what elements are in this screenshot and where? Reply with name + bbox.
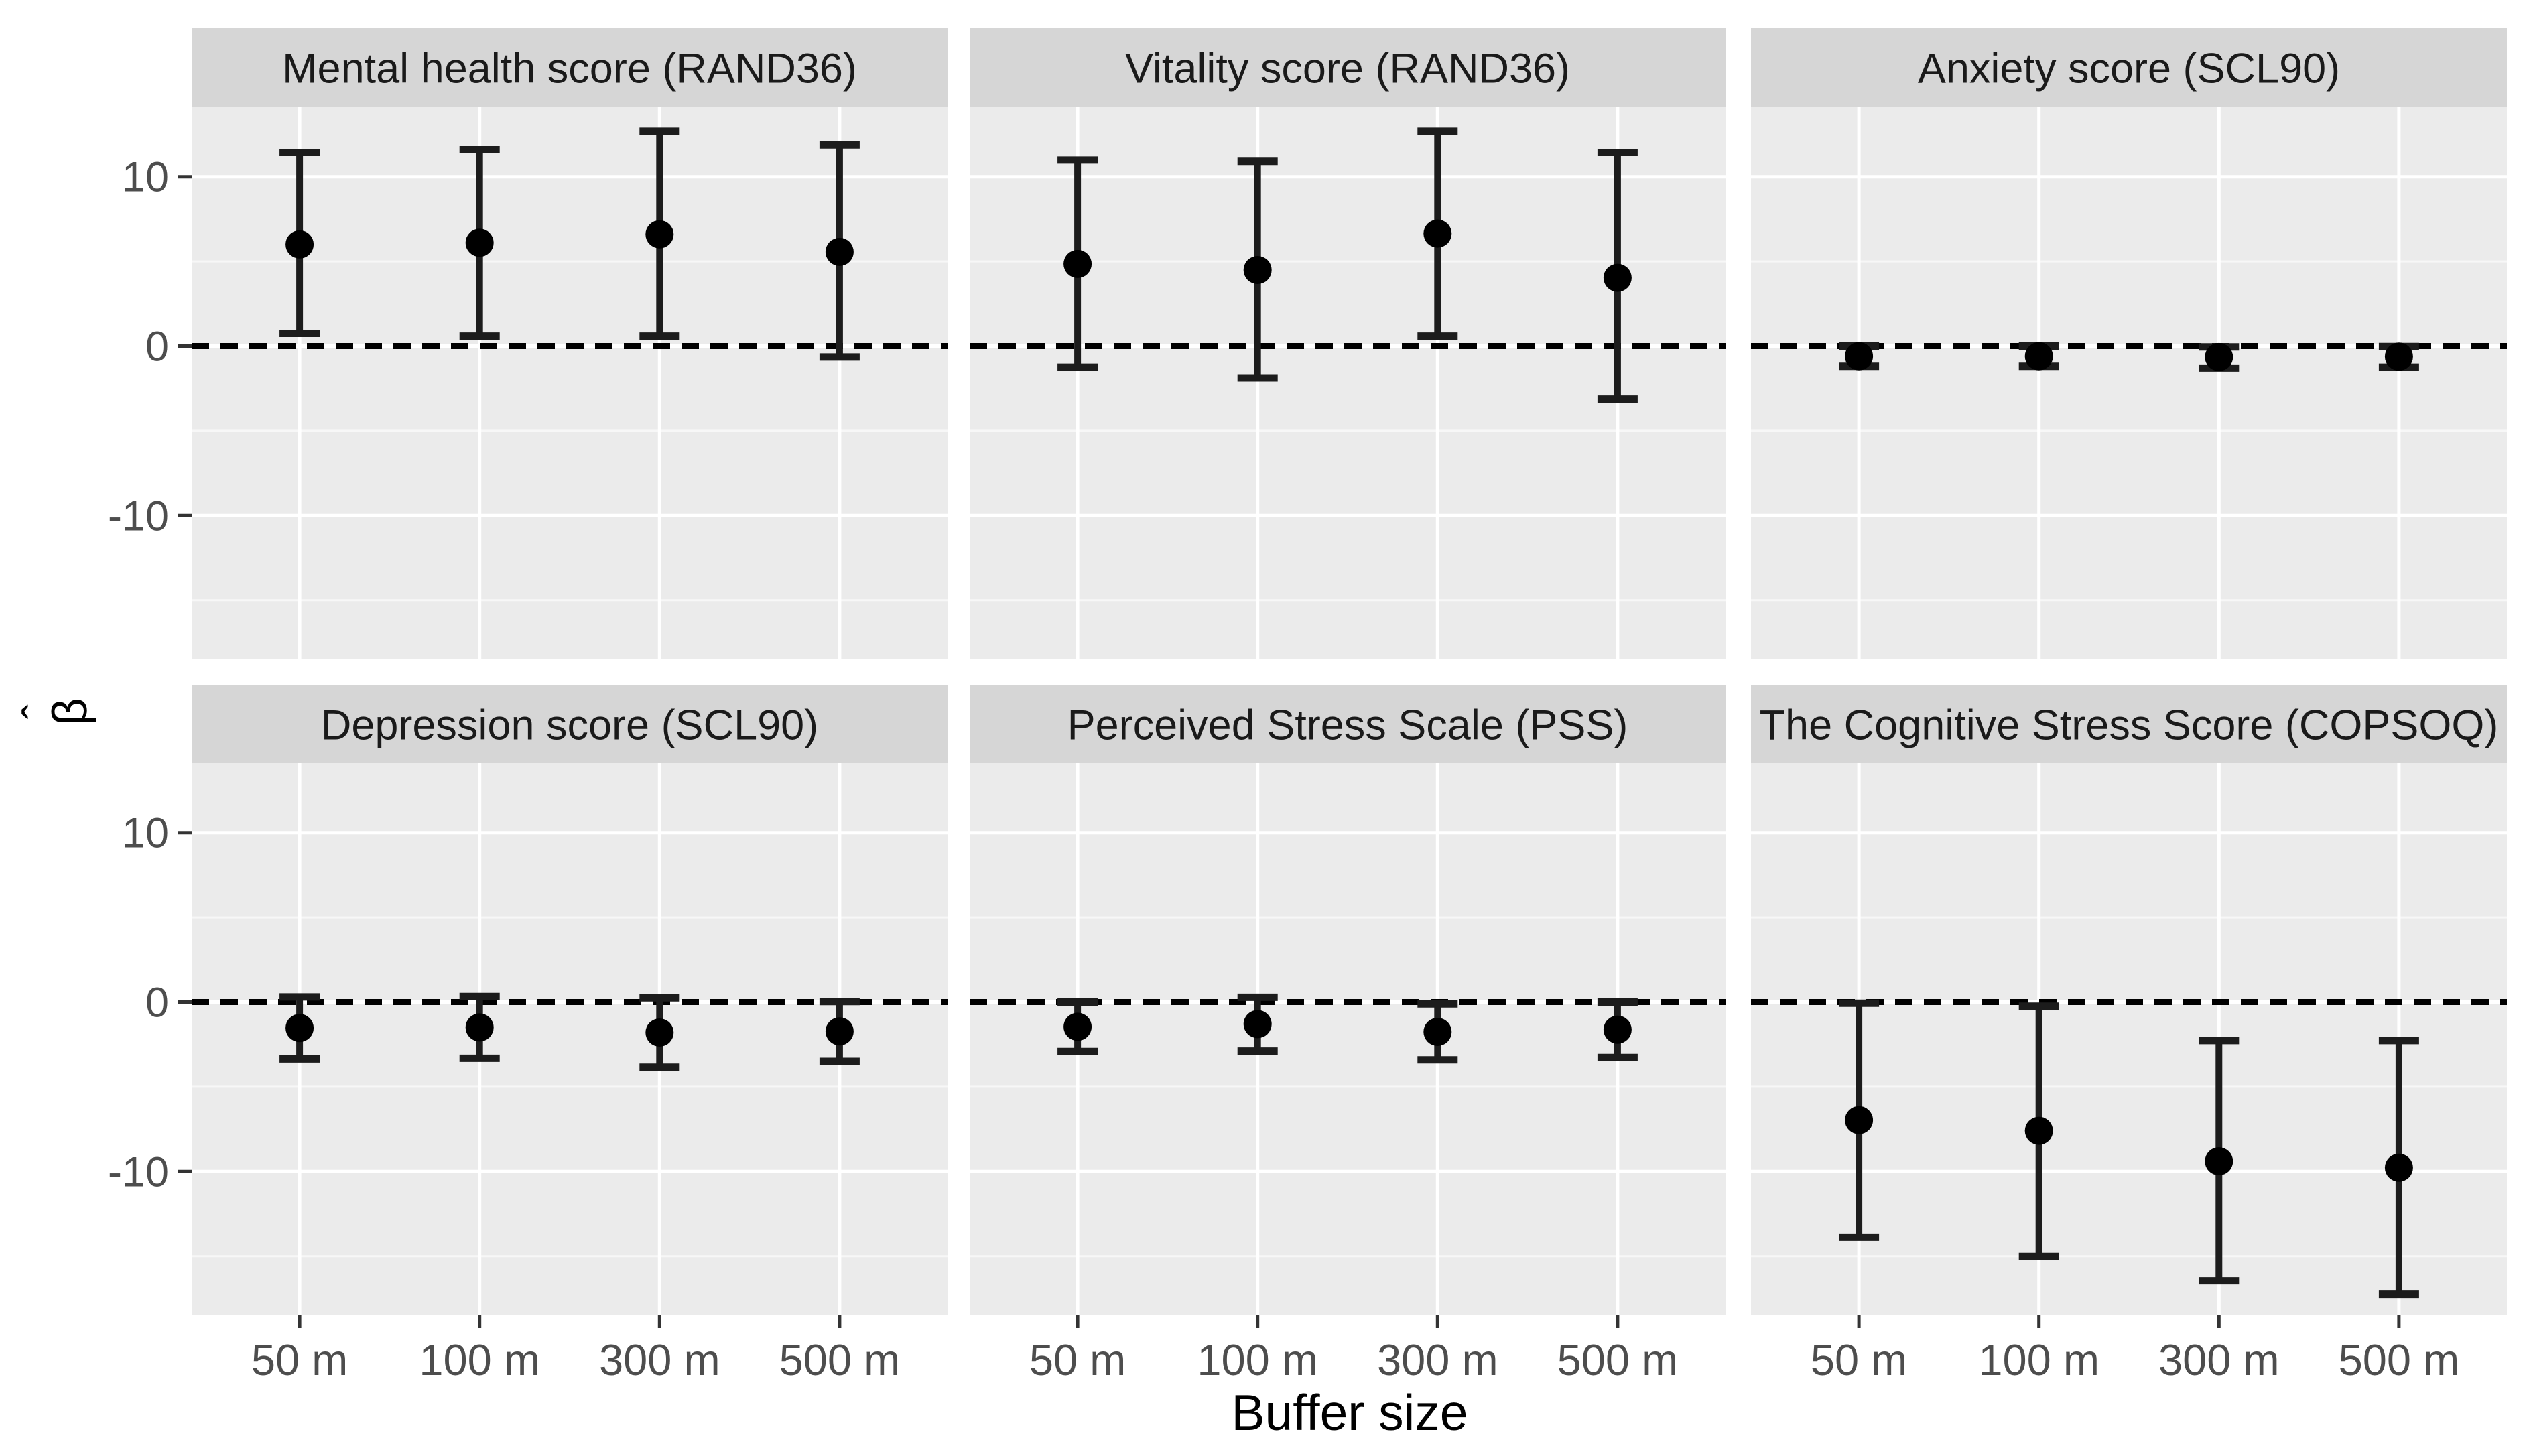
svg-text:50 m: 50 m	[1029, 1335, 1126, 1384]
svg-text:300 m: 300 m	[1377, 1335, 1498, 1384]
svg-text:Buffer size: Buffer size	[1232, 1384, 1468, 1441]
svg-text:300 m: 300 m	[2158, 1335, 2280, 1384]
svg-text:Perceived Stress Scale (PSS): Perceived Stress Scale (PSS)	[1067, 702, 1628, 749]
svg-text:Vitality score (RAND36): Vitality score (RAND36)	[1125, 46, 1570, 92]
svg-text:The Cognitive Stress Score (CO: The Cognitive Stress Score (COPSOQ)	[1760, 702, 2499, 749]
svg-text:50 m: 50 m	[251, 1335, 348, 1384]
svg-text:500 m: 500 m	[2339, 1335, 2460, 1384]
svg-text:50 m: 50 m	[1811, 1335, 1908, 1384]
svg-text:-10: -10	[108, 1148, 169, 1195]
svg-text:300 m: 300 m	[599, 1335, 720, 1384]
svg-text:β: β	[44, 698, 97, 725]
svg-text:-10: -10	[108, 492, 169, 539]
svg-text:100 m: 100 m	[419, 1335, 540, 1384]
svg-text:100 m: 100 m	[1197, 1335, 1318, 1384]
svg-text:Anxiety score (SCL90): Anxiety score (SCL90)	[1918, 46, 2340, 92]
svg-text:100 m: 100 m	[1978, 1335, 2099, 1384]
svg-text:Depression score (SCL90): Depression score (SCL90)	[321, 702, 818, 749]
svg-text:10: 10	[122, 154, 169, 201]
svg-text:0: 0	[145, 324, 169, 371]
svg-text:10: 10	[122, 810, 169, 857]
svg-text:500 m: 500 m	[1557, 1335, 1679, 1384]
svg-text:500 m: 500 m	[779, 1335, 901, 1384]
svg-text:Mental health score (RAND36): Mental health score (RAND36)	[282, 46, 857, 92]
svg-text:0: 0	[145, 980, 169, 1027]
svg-text:ˆ: ˆ	[13, 704, 63, 719]
